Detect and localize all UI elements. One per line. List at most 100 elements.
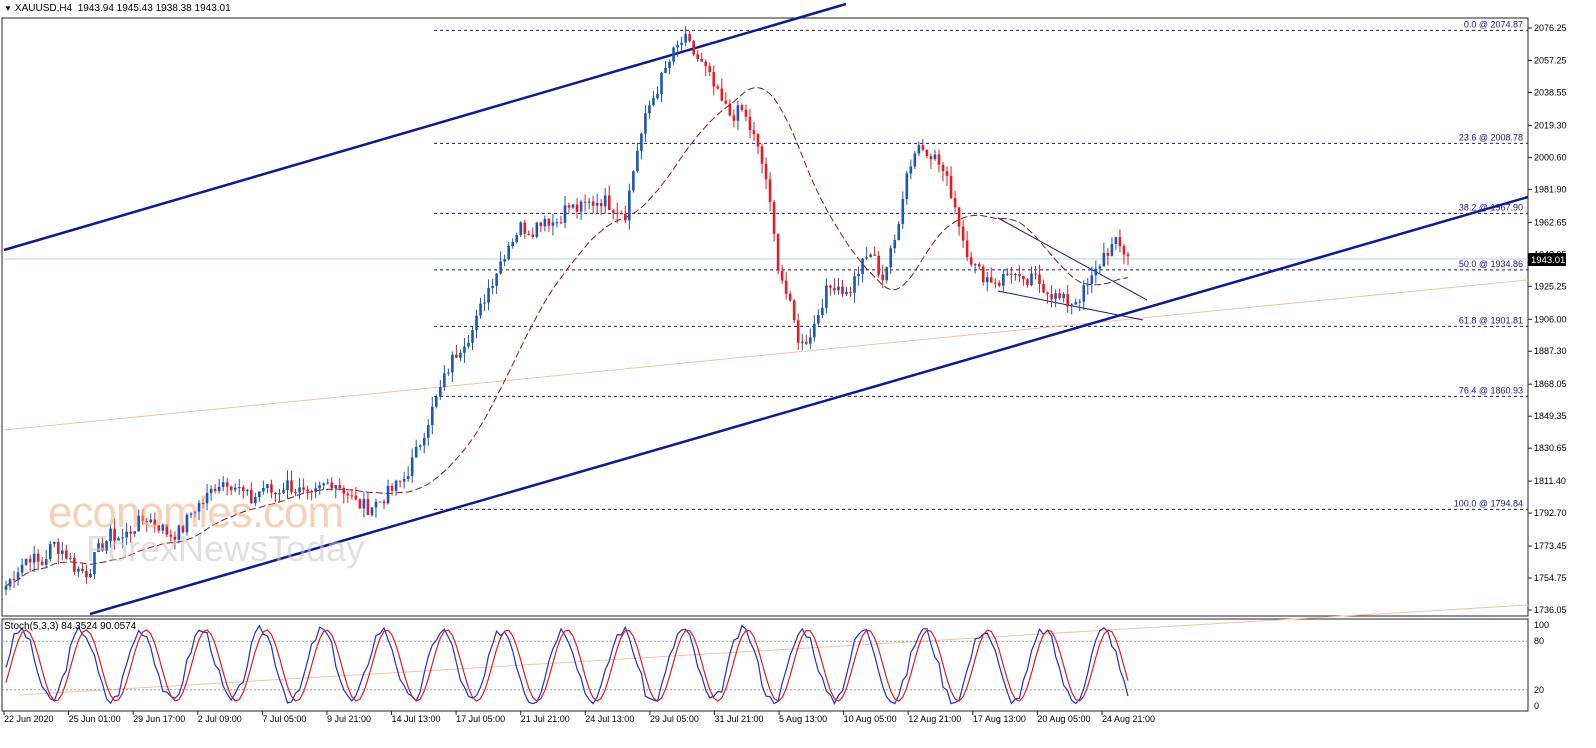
y-tick-label: 1736.05 <box>1534 605 1567 615</box>
candle-body <box>101 543 104 551</box>
candle-body <box>290 480 293 493</box>
price-axis: 2076.25 2057.25 2038.55 2019.30 2000.60 1981.… <box>1528 23 1567 615</box>
candle-body <box>539 222 543 227</box>
candle-body <box>342 488 346 494</box>
candle-body <box>93 552 96 574</box>
candle-body <box>527 233 531 235</box>
candle-body <box>603 195 607 207</box>
candle-body <box>865 257 868 259</box>
candle-body <box>439 387 442 397</box>
y-tick-label: 2076.25 <box>1534 23 1567 33</box>
candle-body <box>788 293 792 301</box>
candle-body <box>977 264 981 267</box>
candle-body <box>535 222 539 237</box>
candle-body <box>334 484 338 489</box>
candle-body <box>16 572 20 581</box>
candle-body <box>137 515 141 532</box>
candle-body <box>853 276 856 293</box>
candle-body <box>133 531 136 534</box>
candle-body <box>44 559 48 565</box>
candle-body <box>40 561 44 565</box>
candle-body <box>4 586 8 590</box>
candle-body <box>153 519 157 526</box>
lower-channel-line <box>89 195 1529 616</box>
candle-body <box>881 274 884 281</box>
candle-body <box>1114 237 1118 244</box>
candle-body <box>48 543 52 560</box>
candle-body <box>185 514 189 533</box>
y-tick-label: 1811.40 <box>1534 476 1566 486</box>
stoch-pane-frame <box>1 618 1529 712</box>
x-tick-label: 17 Jul 05:00 <box>456 714 505 724</box>
candle-body <box>89 573 92 578</box>
candle-body <box>61 550 64 554</box>
candle-body <box>221 482 225 487</box>
candle-body <box>813 323 816 338</box>
candle-body <box>583 201 587 203</box>
candle-body <box>254 496 257 504</box>
chart-header: ▼ XAUUSD,H4 1943.94 1945.43 1938.38 1943.… <box>4 3 231 14</box>
candle-body <box>563 205 567 223</box>
candle-body <box>36 553 40 562</box>
y-tick-label: 2038.55 <box>1534 87 1567 97</box>
candle-body <box>499 261 502 274</box>
y-tick-label: 1981.90 <box>1534 184 1567 194</box>
candle-body <box>197 503 201 512</box>
candle-body <box>32 553 36 563</box>
x-tick-label: 29 Jul 05:00 <box>650 714 699 724</box>
y-tick-label: 1962.65 <box>1534 217 1567 227</box>
candle-body <box>792 300 796 321</box>
candle-body <box>736 105 740 121</box>
candle-body <box>20 564 24 573</box>
candle-body <box>1050 294 1053 299</box>
candle-body <box>861 258 864 275</box>
candle-body <box>704 61 708 67</box>
candle-body <box>559 222 563 224</box>
candle-body <box>97 543 100 553</box>
candle-body <box>241 487 245 492</box>
ohlc-values: 1943.94 1945.43 1938.38 1943.01 <box>77 3 231 14</box>
x-tick-label: 12 Aug 21:00 <box>908 714 961 724</box>
collapse-arrow-icon[interactable]: ▼ <box>4 4 12 13</box>
candle-body <box>1078 301 1082 303</box>
candle-body <box>322 483 325 486</box>
candle-body <box>937 154 941 165</box>
candle-body <box>607 195 611 211</box>
candle-body <box>636 150 639 172</box>
candle-body <box>897 223 901 240</box>
candle-body <box>451 354 454 373</box>
candle-body <box>1034 273 1037 275</box>
candle-body <box>768 179 772 202</box>
candle-body <box>587 201 591 203</box>
candle-body <box>1030 273 1033 286</box>
candle-body <box>728 103 732 116</box>
candle-body <box>81 568 84 572</box>
candle-body <box>173 536 177 540</box>
candle-body <box>503 259 506 262</box>
candle-body <box>330 482 334 489</box>
candle-body <box>969 257 973 265</box>
fib-label: 0.0 @ 2074.87 <box>1464 19 1523 29</box>
candle-body <box>599 203 603 207</box>
candle-body <box>809 337 812 344</box>
y-tick-label: 1906.00 <box>1534 314 1567 324</box>
moving-average <box>5 87 1129 587</box>
candle-body <box>346 493 350 496</box>
candle-body <box>1046 292 1049 295</box>
candle-body <box>414 446 418 458</box>
candle-body <box>24 559 28 565</box>
candle-body <box>217 486 221 491</box>
candle-body <box>953 198 957 208</box>
candle-body <box>229 486 233 490</box>
candle-body <box>1010 273 1013 275</box>
candle-body <box>298 487 301 493</box>
y-tick-label: 2019.30 <box>1534 120 1567 130</box>
candle-body <box>467 342 470 347</box>
candle-body <box>418 445 422 447</box>
fib-label: 76.4 @ 1860.93 <box>1459 385 1523 395</box>
candle-body <box>716 86 720 89</box>
candle-body <box>547 218 551 226</box>
y-tick-label: 1868.05 <box>1534 379 1567 389</box>
